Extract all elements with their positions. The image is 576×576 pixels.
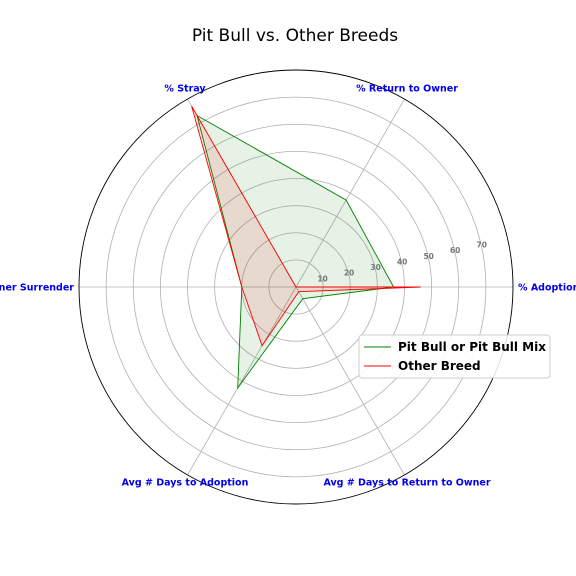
tick-label: 50 bbox=[423, 252, 433, 261]
legend-label: Other Breed bbox=[398, 359, 481, 373]
series-area-0 bbox=[197, 115, 394, 388]
axis-label: % Stray bbox=[164, 84, 206, 95]
legend-frame bbox=[358, 334, 551, 379]
axis-label: % Adoption bbox=[518, 283, 576, 294]
series-area-1 bbox=[191, 106, 421, 346]
series-line-1 bbox=[191, 105, 421, 347]
legend-label: Pit Bull or Pit Bull Mix bbox=[398, 340, 546, 354]
radar-series bbox=[191, 105, 421, 390]
radar-tick-labels: 10 20 30 40 50 60 70 bbox=[317, 241, 487, 284]
spoke-line bbox=[295, 286, 405, 476]
tick-label: 40 bbox=[397, 257, 407, 266]
radar-axis-labels: % Adoption % Return to Owner % Stray % Owne… bbox=[0, 84, 576, 489]
radar-outer-frame bbox=[78, 69, 514, 505]
axis-label: Avg # Days to Return to Owner bbox=[323, 477, 490, 488]
axis-label: Avg # Days to Adoption bbox=[122, 477, 249, 488]
tick-label: 30 bbox=[370, 263, 380, 272]
spoke-line bbox=[187, 286, 297, 476]
tick-label: 20 bbox=[344, 269, 354, 278]
chart-title: Pit Bull vs. Other Breeds bbox=[192, 26, 398, 46]
legend: Pit Bull or Pit Bull Mix Other Breed bbox=[358, 334, 551, 379]
tick-label: 60 bbox=[450, 246, 460, 255]
tick-label: 70 bbox=[477, 241, 487, 250]
axis-label: % Return to Owner bbox=[356, 84, 458, 95]
tick-label: 10 bbox=[317, 274, 327, 283]
axis-label: % Owner Surrender bbox=[0, 283, 74, 294]
spoke-line bbox=[295, 98, 405, 288]
